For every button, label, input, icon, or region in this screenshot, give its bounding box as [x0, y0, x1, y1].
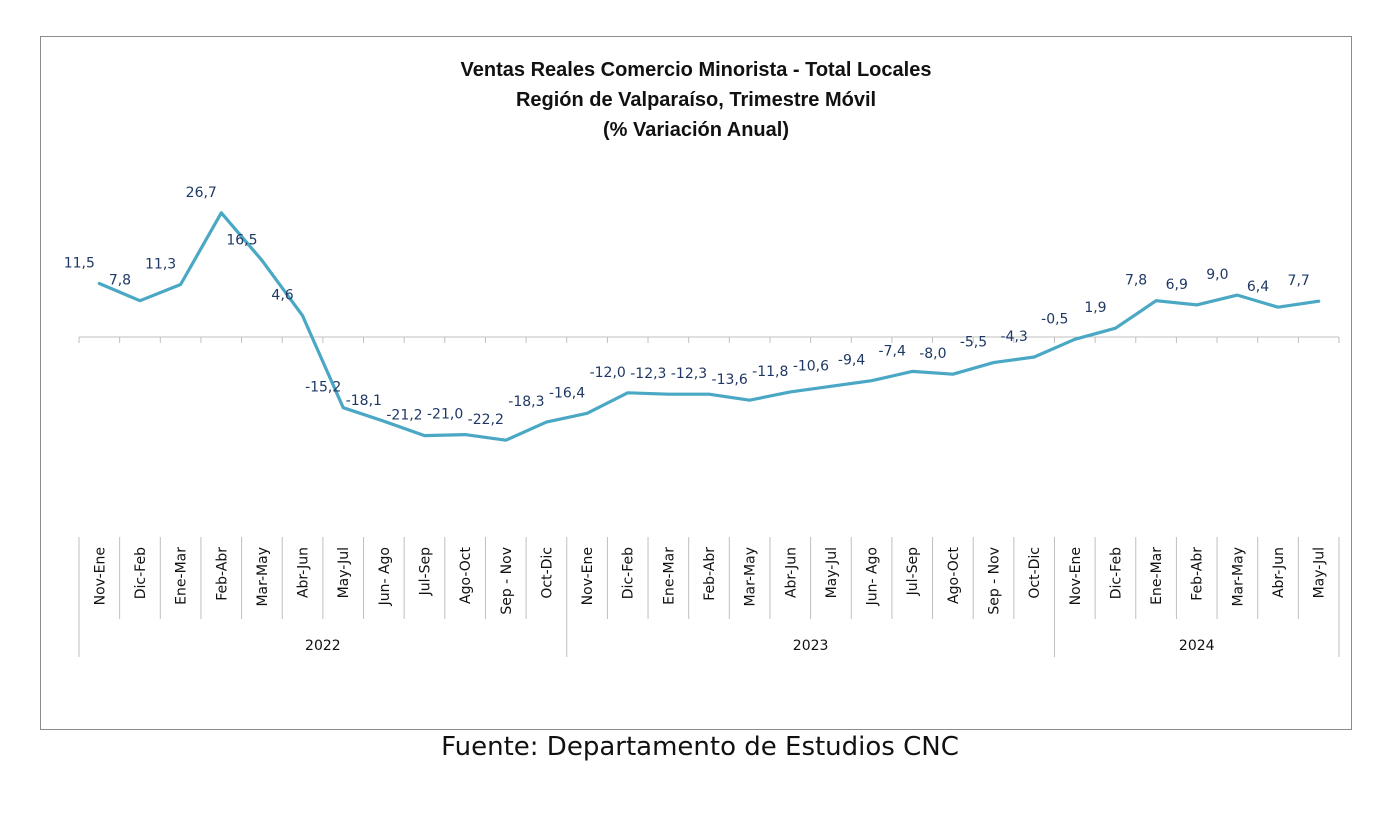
data-label: 7,7 [1288, 273, 1310, 289]
data-label: -11,8 [752, 364, 788, 380]
data-label: -7,4 [879, 343, 906, 359]
category-tick-label: May-Jul [824, 547, 840, 598]
data-label: 9,0 [1206, 267, 1228, 283]
category-tick-label: Sep - Nov [499, 547, 515, 615]
data-label: 26,7 [186, 185, 217, 201]
category-tick-label: Ene-Mar [661, 547, 677, 605]
source-note: Fuente: Departamento de Estudios CNC [441, 732, 959, 762]
chart-title-line: (% Variación Anual) [603, 119, 789, 141]
line-chart: Ventas Reales Comercio Minorista - Total… [64, 59, 1340, 657]
data-label: -21,2 [386, 408, 422, 424]
data-label: 11,3 [145, 256, 176, 272]
series-line [97, 211, 1321, 442]
data-label: 11,5 [64, 256, 95, 272]
data-label: -13,6 [712, 372, 748, 388]
data-label: -15,2 [305, 380, 341, 396]
category-tick-label: Jun- Ago [377, 547, 393, 606]
data-label: 7,8 [109, 273, 131, 289]
year-label: 2023 [793, 638, 829, 654]
year-label: 2022 [305, 638, 341, 654]
data-label: -12,0 [590, 365, 626, 381]
category-tick-label: Nov-Ene [92, 547, 108, 605]
data-label: 6,4 [1247, 279, 1269, 295]
category-tick-label: Sep - Nov [987, 547, 1003, 615]
data-label: 16,5 [226, 232, 257, 248]
data-label: -4,3 [1000, 329, 1027, 345]
category-tick-label: Oct-Dic [539, 547, 555, 599]
chart-title-line: Ventas Reales Comercio Minorista - Total… [461, 59, 932, 81]
category-tick-label: Nov-Ene [580, 547, 596, 605]
data-label: 1,9 [1084, 300, 1106, 316]
data-label: -18,1 [346, 393, 382, 409]
category-tick-label: Dic-Feb [1108, 547, 1124, 599]
category-tick-label: May-Jul [1312, 547, 1328, 598]
year-groups: 2022 2023 2024 [305, 638, 1215, 654]
chart-title: Ventas Reales Comercio Minorista - Total… [461, 59, 932, 141]
data-label: -12,3 [630, 366, 666, 382]
data-label: 4,6 [271, 288, 293, 304]
data-label: 7,8 [1125, 273, 1147, 289]
data-label: -8,0 [919, 346, 946, 362]
category-tick-label: Feb-Abr [702, 547, 718, 601]
data-label: -22,2 [468, 412, 504, 428]
category-tick-label: Mar-May [1230, 547, 1246, 607]
data-label: -10,6 [793, 358, 829, 374]
category-tick-label: Ene-Mar [1149, 547, 1165, 605]
category-tick-label: Jul-Sep [905, 547, 921, 596]
data-label: -9,4 [838, 353, 865, 369]
data-labels: 11,5 7,8 11,3 26,7 16,5 4,6 -15,2 -18,1-21,2 -21… [64, 185, 1310, 428]
year-label: 2024 [1179, 638, 1215, 654]
data-label: -18,3 [508, 394, 544, 410]
category-tick-label: Mar-May [255, 547, 271, 607]
category-tick-label: Mar-May [743, 547, 759, 607]
category-tick-label: Oct-Dic [1027, 547, 1043, 599]
category-tick-label: Ago-Oct [946, 546, 962, 603]
chart-frame: Ventas Reales Comercio Minorista - Total… [40, 36, 1352, 730]
category-tick-label: May-Jul [336, 547, 352, 598]
category-tick-label: Jul-Sep [417, 547, 433, 596]
series-line-path [97, 211, 1321, 442]
category-tick-label: Dic-Feb [621, 547, 637, 599]
category-tick-label: Feb-Abr [214, 547, 230, 601]
data-label: -16,4 [549, 385, 585, 401]
category-tick-label: Abr-Jun [783, 547, 799, 598]
category-tick-label: Ago-Oct [458, 546, 474, 603]
data-label: -5,5 [960, 335, 987, 351]
chart-title-line: Región de Valparaíso, Trimestre Móvil [516, 89, 876, 111]
category-tick-label: Dic-Feb [133, 547, 149, 599]
category-tick-label: Abr-Jun [1271, 547, 1287, 598]
category-tick-label: Feb-Abr [1190, 547, 1206, 601]
data-label: -12,3 [671, 366, 707, 382]
data-label: -21,0 [427, 407, 463, 423]
category-tick-label: Ene-Mar [174, 547, 190, 605]
category-ticks: Nov-Ene Dic-Feb Ene-Mar Feb-Abr Mar-May Abr-J… [92, 546, 1327, 614]
category-tick-label: Nov-Ene [1068, 547, 1084, 605]
data-label: 6,9 [1166, 277, 1188, 293]
category-tick-label: Abr-Jun [296, 547, 312, 598]
data-label: -0,5 [1041, 311, 1068, 327]
chart-axes [78, 336, 1340, 657]
category-tick-label: Jun- Ago [865, 547, 881, 606]
